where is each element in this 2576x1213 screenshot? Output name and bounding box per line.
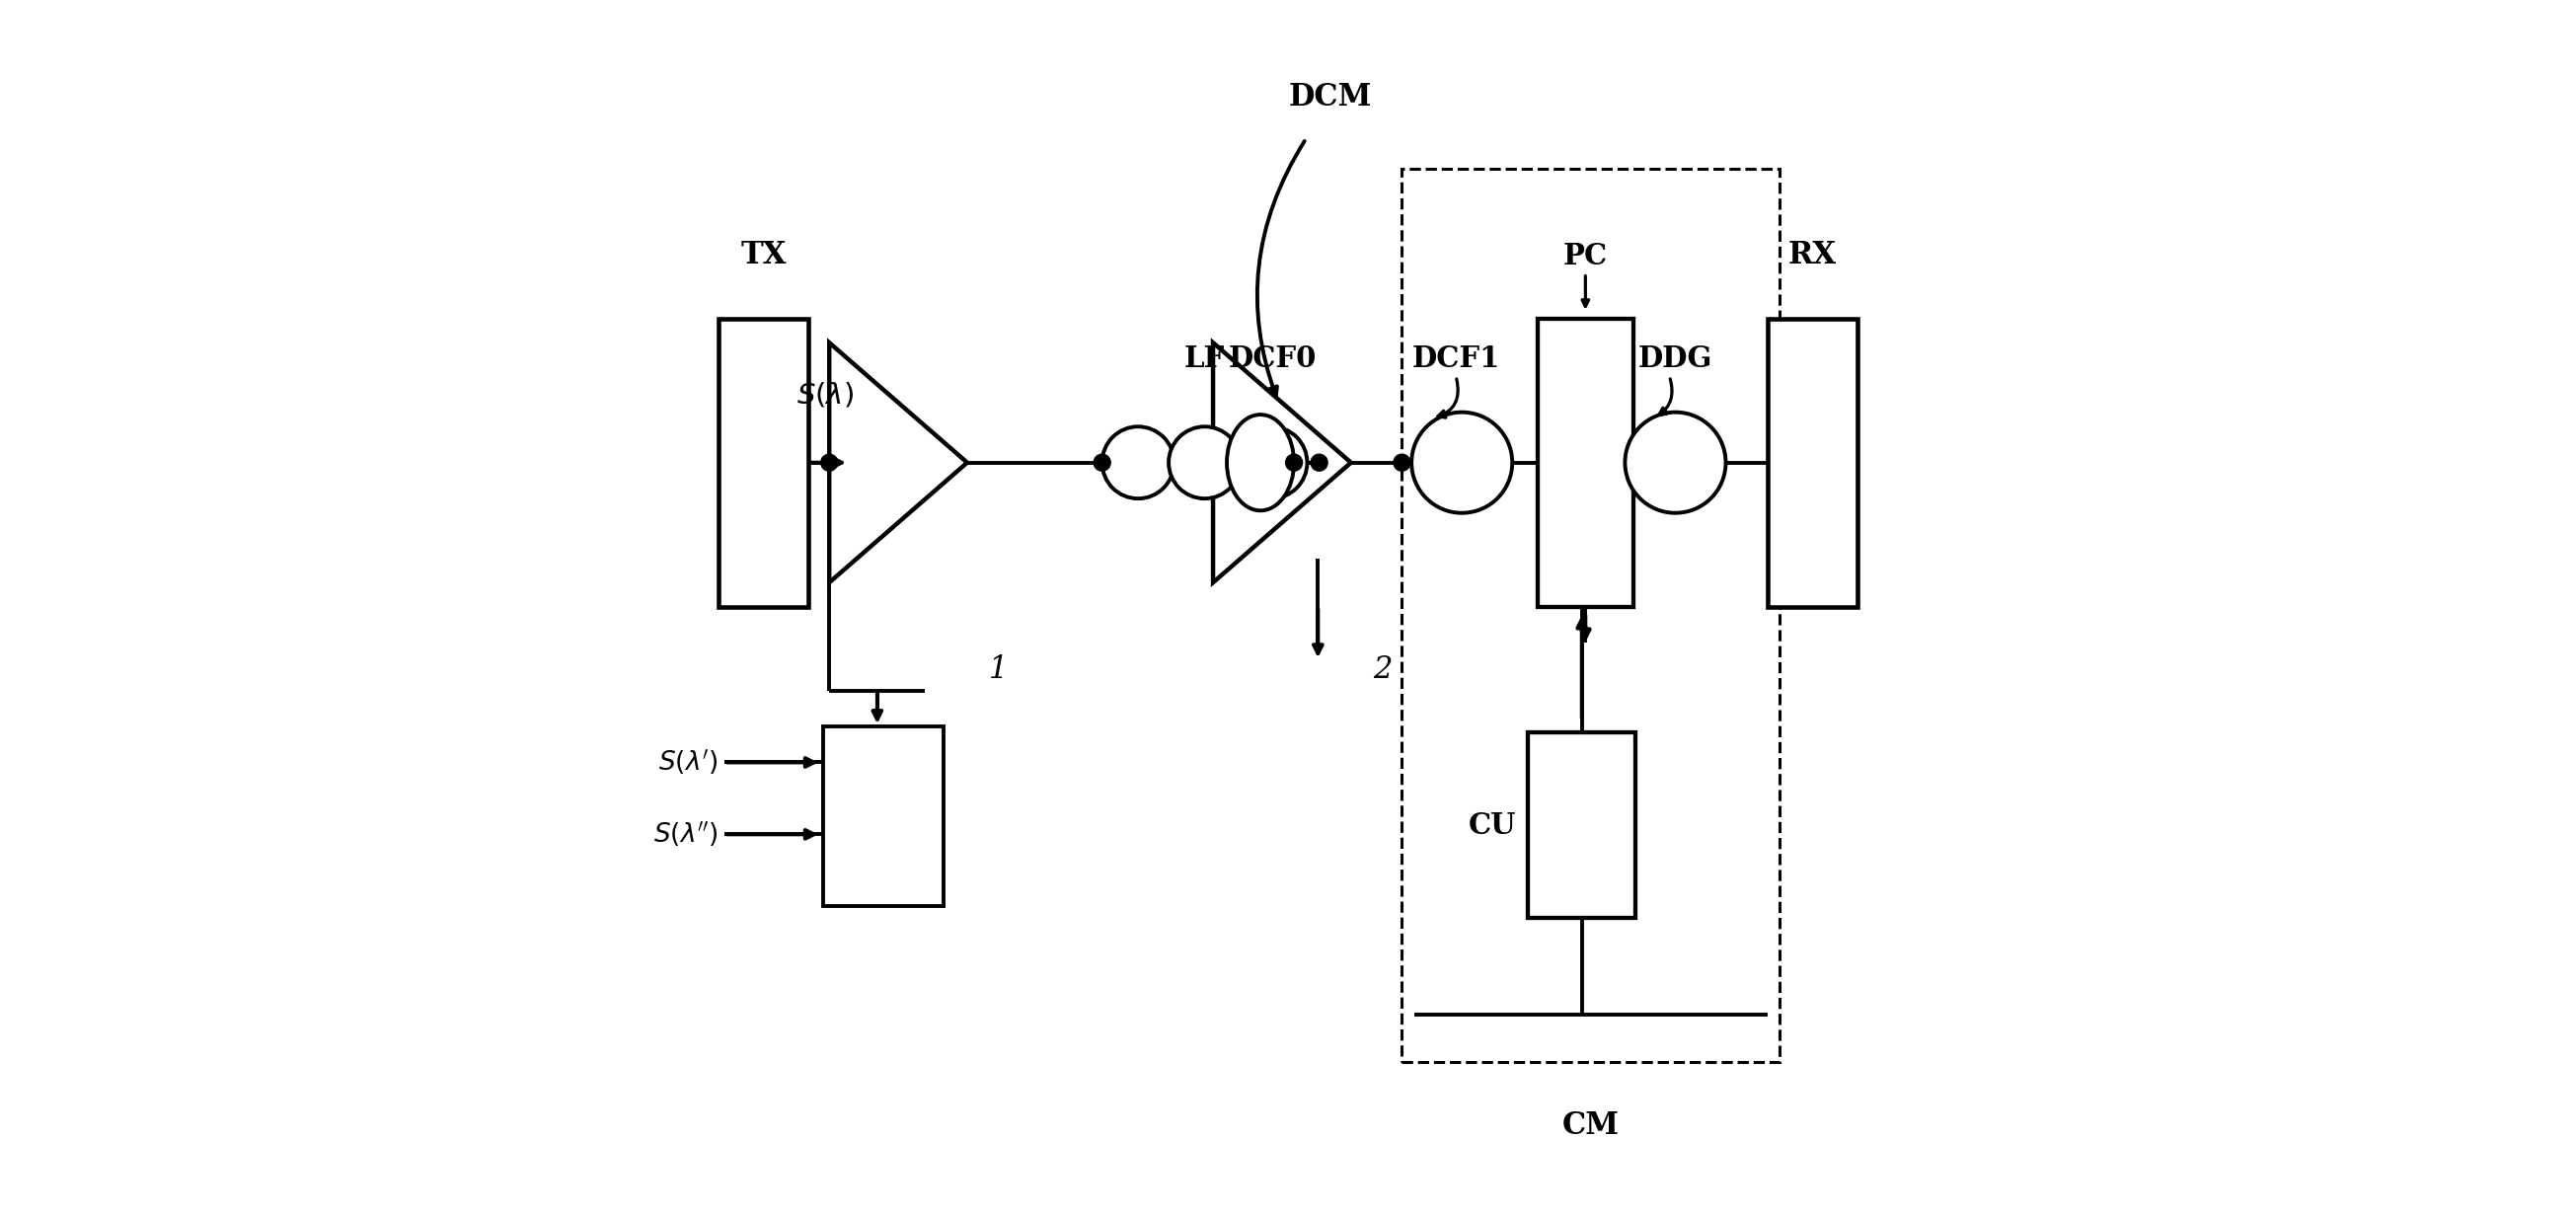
Circle shape [1412, 412, 1512, 513]
Text: DDG: DDG [1638, 344, 1713, 372]
Text: DCF1: DCF1 [1412, 344, 1499, 372]
Text: $S(\lambda)$: $S(\lambda)$ [796, 380, 853, 409]
Text: DCF0: DCF0 [1229, 344, 1316, 372]
Bar [719, 319, 809, 606]
Bar [824, 727, 943, 906]
Bar [1401, 169, 1780, 1063]
Circle shape [822, 454, 837, 471]
Circle shape [1285, 454, 1303, 471]
Bar [1767, 319, 1857, 606]
Circle shape [1236, 427, 1306, 499]
Text: PC: PC [1564, 243, 1607, 270]
Text: 2: 2 [1373, 655, 1391, 685]
Text: RX: RX [1788, 240, 1837, 270]
Circle shape [1103, 427, 1175, 499]
Text: DCM: DCM [1288, 81, 1370, 112]
Text: LF: LF [1185, 344, 1226, 372]
Ellipse shape [1226, 415, 1293, 511]
Text: $S(\lambda'')$: $S(\lambda'')$ [654, 820, 719, 849]
Text: TX: TX [739, 240, 786, 270]
Text: CM: CM [1561, 1110, 1620, 1140]
Circle shape [1170, 427, 1242, 499]
Circle shape [1394, 454, 1409, 471]
Text: CU: CU [1468, 811, 1515, 839]
Circle shape [1311, 454, 1327, 471]
Circle shape [1625, 412, 1726, 513]
Bar [1538, 319, 1633, 606]
Text: $S(\lambda')$: $S(\lambda')$ [659, 747, 719, 778]
Circle shape [1095, 454, 1110, 471]
Bar [1528, 733, 1636, 918]
Text: 1: 1 [989, 655, 1007, 685]
